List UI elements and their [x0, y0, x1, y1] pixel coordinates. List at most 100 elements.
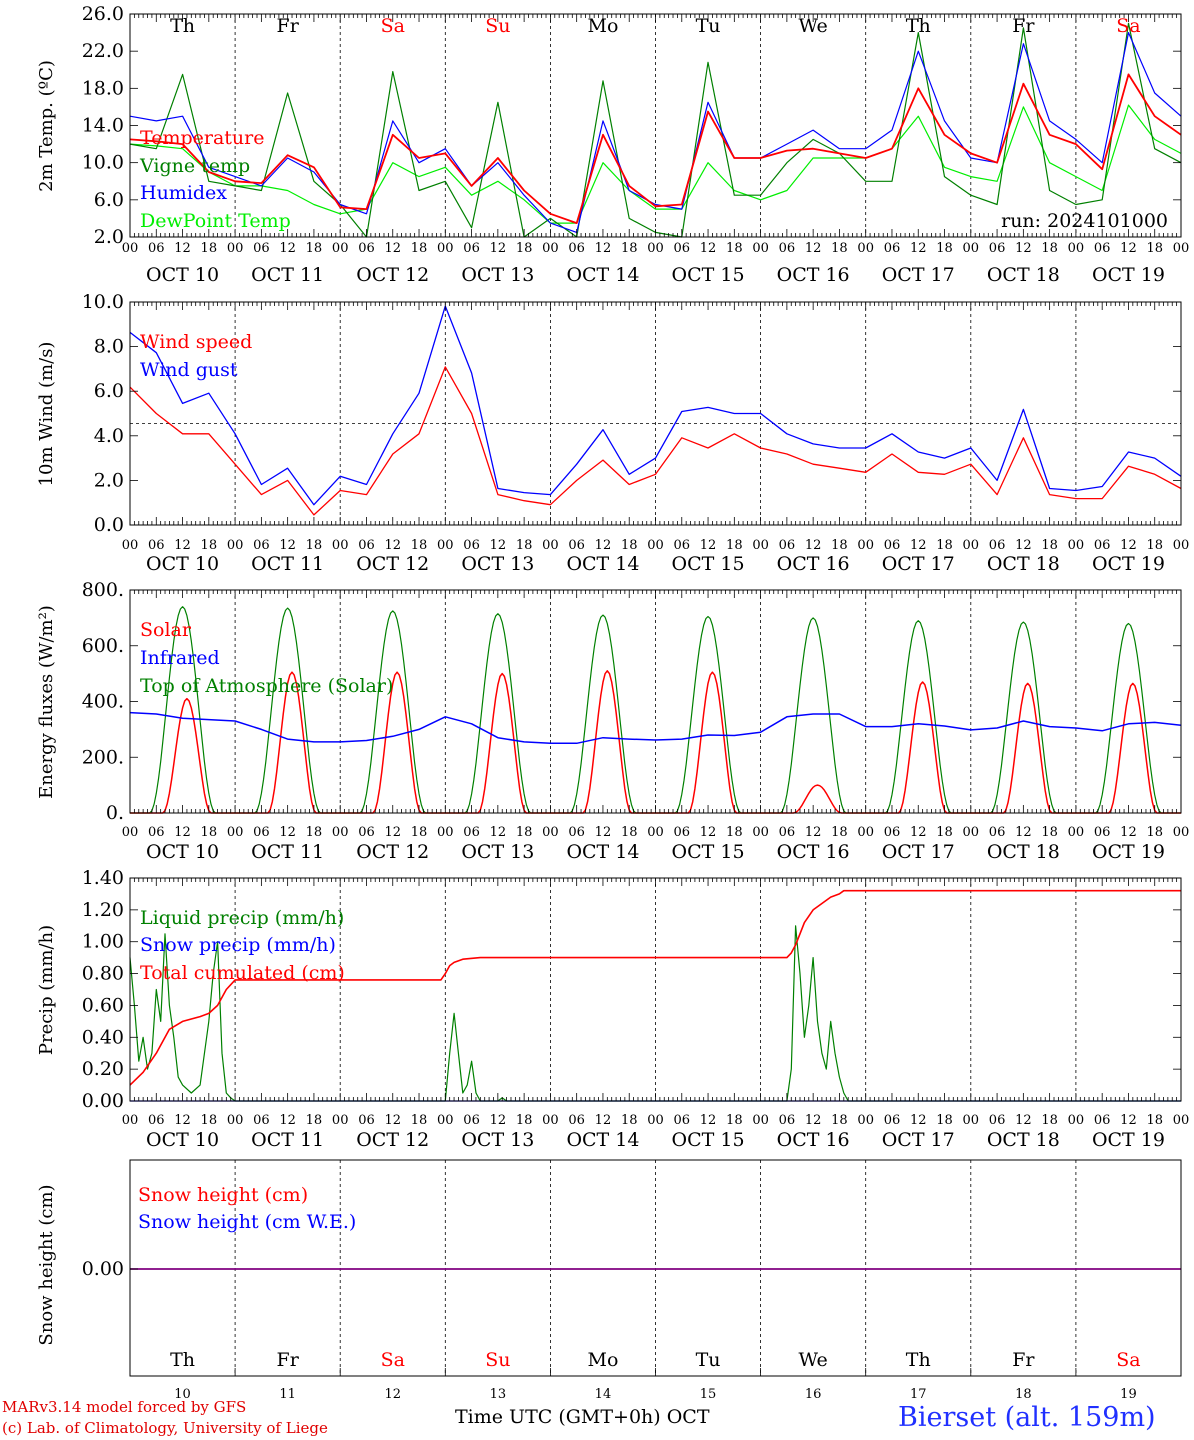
day-number-label: 13 [490, 1387, 507, 1402]
day-name-label: Sa [381, 15, 405, 37]
date-label: OCT 16 [777, 1129, 850, 1151]
legend-vigne-temp: Vigne temp [139, 155, 250, 177]
y-tick-label: 0.0 [94, 514, 124, 536]
series-line [129, 711, 1182, 745]
series-line [129, 305, 1182, 506]
day-name-label: Sa [1116, 1349, 1140, 1371]
hour-tick-label: 06 [674, 1113, 691, 1128]
date-label: OCT 11 [251, 841, 324, 863]
hour-tick-label: 00 [437, 1113, 454, 1128]
hour-tick-label: 12 [174, 1113, 191, 1128]
hour-tick-label: 06 [989, 241, 1006, 256]
hour-tick-label: 00 [1173, 241, 1190, 256]
hour-tick-label: 06 [1094, 241, 1111, 256]
station-name: Bierset (alt. 159m) [898, 1402, 1156, 1433]
date-label: OCT 13 [461, 1129, 534, 1151]
hour-tick-label: 18 [516, 538, 533, 553]
date-label: OCT 16 [777, 841, 850, 863]
hour-tick-label: 18 [1146, 825, 1163, 840]
hour-tick-label: 06 [148, 1113, 165, 1128]
date-label: OCT 10 [146, 553, 219, 575]
y-tick-label: 26.0 [82, 3, 124, 25]
panel-snow: 0.00 Th Fr Sa Su Mo Tu We Th Fr Sa 10 11 12 13 14 15 16 17… [36, 1159, 1182, 1402]
hour-tick-label: 12 [700, 241, 717, 256]
y-axis-label-precip: Precip (mm/h) [36, 925, 57, 1055]
hour-tick-label: 00 [1173, 825, 1190, 840]
legend-snow-height-we: Snow height (cm W.E.) [138, 1211, 356, 1233]
panel-frame [129, 589, 1182, 814]
date-label: OCT 17 [882, 841, 955, 863]
y-tick-label: 8.0 [94, 336, 124, 358]
day-name-label: Th [906, 1349, 931, 1371]
hour-tick-label: 12 [595, 538, 612, 553]
hour-tick-label: 12 [174, 241, 191, 256]
hour-tick-label: 06 [779, 825, 796, 840]
hour-tick-label: 12 [595, 241, 612, 256]
date-label: OCT 11 [251, 264, 324, 286]
hour-tick-label: 18 [201, 1113, 218, 1128]
hour-tick-label: 12 [384, 241, 401, 256]
date-label: OCT 11 [251, 1129, 324, 1151]
date-label: OCT 19 [1092, 1129, 1165, 1151]
y-tick-label: 6.0 [94, 189, 124, 211]
hour-tick-label: 00 [1173, 538, 1190, 553]
y-tick-label: 0.00 [82, 1090, 124, 1112]
legend-wind-speed: Wind speed [140, 331, 252, 353]
hour-tick-label: 12 [384, 1113, 401, 1128]
day-name-label: We [799, 15, 828, 37]
day-name-label: Th [170, 1349, 195, 1371]
hour-tick-label: 12 [1015, 1113, 1032, 1128]
y-axis-label-wind: 10m Wind (m/s) [36, 342, 57, 487]
hour-tick-label: 06 [1094, 825, 1111, 840]
y-tick-label: 14.0 [82, 115, 124, 137]
hour-tick-label: 18 [831, 1113, 848, 1128]
hour-tick-label: 00 [542, 1113, 559, 1128]
hour-tick-label: 18 [1146, 1113, 1163, 1128]
y-tick-label: 6.0 [94, 380, 124, 402]
hour-tick-label: 18 [1146, 241, 1163, 256]
y-tick-label: 1.00 [82, 931, 124, 953]
hour-tick-label: 00 [857, 1113, 874, 1128]
panel-frame [129, 13, 1182, 238]
day-number-label: 17 [910, 1387, 927, 1402]
y-tick-label: 600. [82, 635, 124, 657]
hour-tick-label: 18 [621, 1113, 638, 1128]
hour-tick-label: 12 [805, 241, 822, 256]
day-name-label: Fr [277, 1349, 300, 1371]
date-label: OCT 17 [882, 1129, 955, 1151]
day-name-label: Fr [277, 15, 300, 37]
y-tick-label: 400. [82, 691, 124, 713]
y-tick-label: 1.40 [82, 867, 124, 889]
date-label: OCT 13 [461, 553, 534, 575]
hour-tick-label: 06 [463, 1113, 480, 1128]
y-tick-label: 0.20 [82, 1058, 124, 1080]
hour-tick-label: 18 [1041, 538, 1058, 553]
hour-tick-label: 18 [831, 538, 848, 553]
hour-tick-label: 18 [411, 538, 428, 553]
y-tick-label: 0.40 [82, 1026, 124, 1048]
hour-tick-label: 12 [805, 1113, 822, 1128]
legend-liquid-precip: Liquid precip (mm/h) [140, 907, 344, 929]
day-name-label: Th [906, 15, 931, 37]
date-label: OCT 12 [356, 264, 429, 286]
panel-frame [129, 301, 1182, 526]
hour-tick-label: 18 [306, 241, 323, 256]
hour-tick-label: 00 [1068, 1113, 1085, 1128]
hour-tick-label: 06 [148, 825, 165, 840]
date-label: OCT 19 [1092, 841, 1165, 863]
hour-tick-label: 06 [779, 538, 796, 553]
hour-tick-label: 00 [647, 1113, 664, 1128]
hour-tick-label: 06 [568, 241, 585, 256]
hour-tick-label: 12 [174, 538, 191, 553]
hour-tick-label: 06 [674, 241, 691, 256]
hour-tick-label: 06 [884, 538, 901, 553]
hour-tick-label: 00 [542, 241, 559, 256]
date-label: OCT 17 [882, 264, 955, 286]
date-label: OCT 11 [251, 553, 324, 575]
hour-tick-label: 00 [1068, 241, 1085, 256]
hour-tick-label: 00 [542, 538, 559, 553]
legend-snow-height: Snow height (cm) [138, 1184, 308, 1206]
hour-tick-label: 06 [1094, 1113, 1111, 1128]
date-label: OCT 10 [146, 841, 219, 863]
date-label: OCT 14 [566, 264, 639, 286]
